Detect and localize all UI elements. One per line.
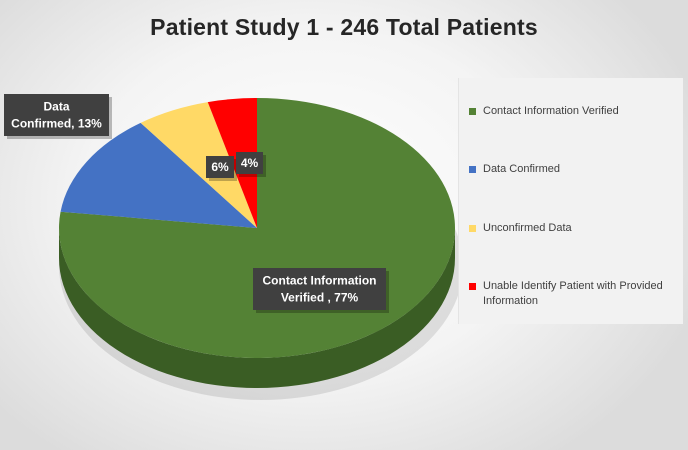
legend-swatch-unable-identify	[469, 283, 476, 290]
data-label-text: Data	[43, 100, 69, 114]
legend: Contact Information Verified Data Confir…	[458, 78, 683, 324]
legend-label: Data Confirmed	[483, 163, 561, 175]
data-label-1: Data Confirmed, 13%	[4, 94, 112, 139]
data-label-2: 6%	[206, 156, 237, 181]
data-label-text: 4%	[241, 156, 259, 170]
chart-title: Patient Study 1 - 246 Total Patients	[150, 14, 538, 40]
data-label-text: Contact Information	[263, 274, 377, 288]
data-label-text: 6%	[211, 160, 229, 174]
pie-slice-2	[140, 102, 257, 228]
legend-swatch-unconfirmed-data	[469, 225, 476, 232]
legend-label: Contact Information Verified	[483, 105, 619, 117]
pie-slice-1	[60, 122, 258, 228]
data-label-box	[236, 152, 263, 174]
data-label-box	[253, 268, 386, 310]
legend-swatch-data-confirmed	[469, 166, 476, 173]
legend-label: Unable Identify Patient with Provided In…	[483, 280, 663, 307]
data-label-text: Confirmed, 13%	[11, 117, 102, 131]
legend-swatch-contact-verified	[469, 108, 476, 115]
legend-label: Unconfirmed Data	[483, 222, 572, 234]
pie-slice-side-0	[59, 228, 455, 388]
data-label-0: Contact Information Verified , 77%	[253, 268, 389, 313]
data-label-text: Verified , 77%	[281, 291, 359, 305]
data-label-3: 4%	[236, 152, 266, 177]
data-label-box	[4, 94, 109, 136]
data-label-box	[206, 156, 234, 178]
